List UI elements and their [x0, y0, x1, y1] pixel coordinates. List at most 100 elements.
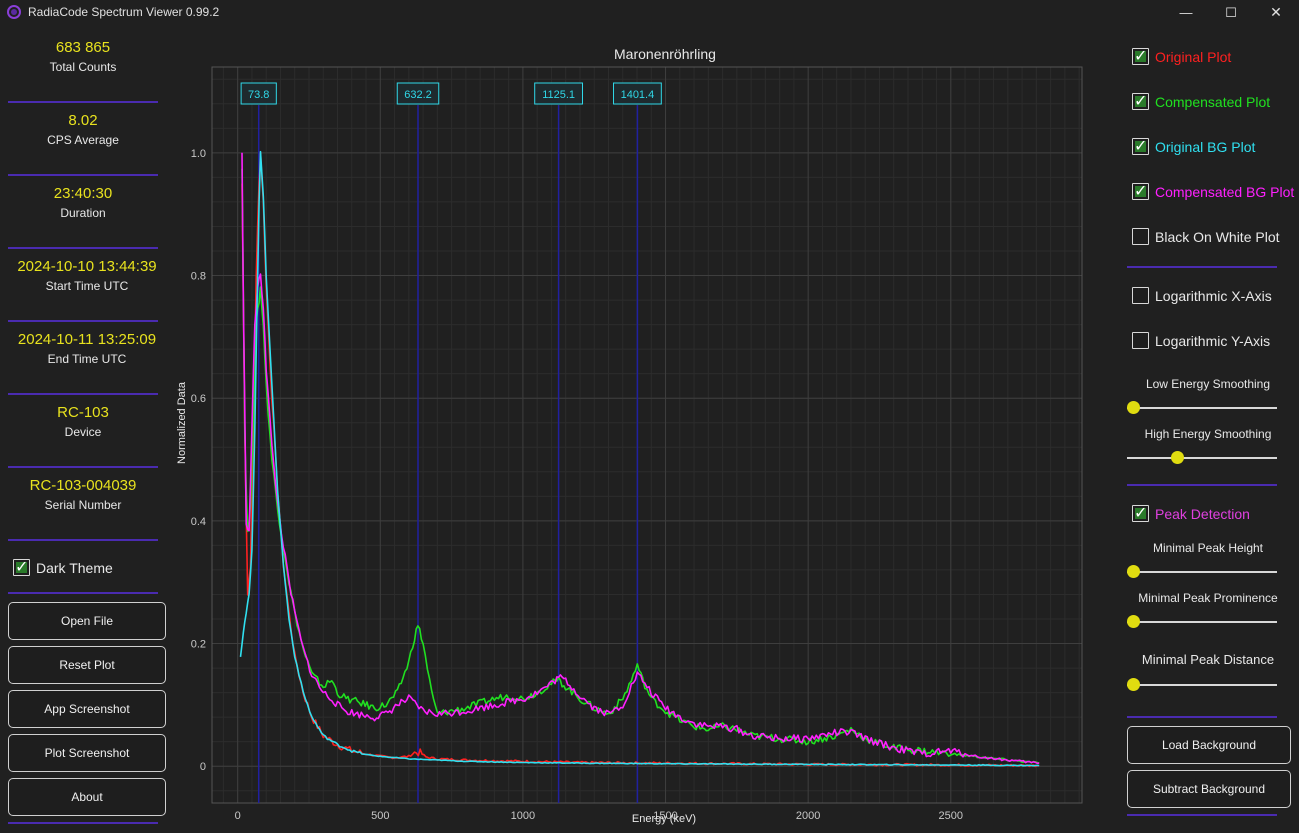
log-x-axis-label: Logarithmic X-Axis: [1155, 288, 1272, 304]
dark-theme-checkbox[interactable]: [13, 557, 30, 577]
spectrum-chart[interactable]: Maronenröhrling 0 500 1000 1500 2000 2500 0 0.…: [175, 25, 1120, 833]
compensated-bg-plot-checkbox[interactable]: [1132, 181, 1149, 201]
black-on-white-checkbox[interactable]: [1132, 228, 1149, 245]
spectrum-plot[interactable]: Maronenröhrling 0 500 1000 1500 2000 2500 0 0.…: [175, 25, 1120, 833]
stat-total-counts: 683 865 Total Counts: [8, 39, 158, 74]
original-plot-label: Original Plot: [1155, 49, 1232, 65]
min-peak-height-slider[interactable]: [1127, 565, 1277, 578]
slider-handle[interactable]: [1127, 678, 1140, 691]
chart-title: Maronenröhrling: [614, 46, 716, 62]
x-tick-label: 1000: [511, 810, 535, 822]
peak-label: 632.2: [404, 89, 432, 101]
min-peak-distance-slider[interactable]: [1127, 678, 1277, 691]
slider-handle[interactable]: [1127, 401, 1140, 414]
y-axis-ticks: 0 0.2 0.4 0.6 0.8 1.0: [191, 148, 206, 773]
x-tick-label: 2000: [796, 810, 820, 822]
slider-handle[interactable]: [1170, 451, 1184, 464]
stat-start-time: 2024-10-10 13:44:39 Start Time UTC: [4, 258, 170, 293]
separator: [8, 320, 158, 322]
stat-value: RC-103-004039: [29, 477, 137, 494]
reset-plot-button[interactable]: Reset Plot: [8, 646, 166, 684]
x-axis-title: Energy (keV): [632, 813, 696, 825]
log-y-axis-checkbox[interactable]: [1132, 332, 1149, 349]
stat-value: 23:40:30: [53, 185, 113, 202]
window-title: RadiaCode Spectrum Viewer 0.99.2: [28, 5, 220, 19]
stat-device: RC-103 Device: [8, 404, 158, 439]
stat-label: Duration: [60, 206, 106, 220]
plot-frame: [211, 66, 1083, 804]
x-tick-label: 0: [235, 810, 241, 822]
series-line: [241, 168, 1040, 764]
min-peak-prominence-label: Minimal Peak Prominence: [1138, 591, 1278, 605]
slider-handle[interactable]: [1127, 615, 1140, 628]
peak-label: 1125.1: [542, 89, 575, 101]
separator: [8, 101, 158, 103]
x-tick-label: 2500: [939, 810, 963, 822]
y-tick-label: 1.0: [191, 148, 206, 160]
compensated-bg-plot-label: Compensated BG Plot: [1155, 184, 1295, 200]
separator: [1127, 814, 1277, 816]
y-tick-label: 0.4: [191, 516, 206, 528]
stat-label: Device: [64, 425, 102, 439]
stat-label: Total Counts: [49, 60, 117, 74]
subtract-background-button[interactable]: Subtract Background: [1127, 770, 1291, 808]
original-bg-plot-label: Original BG Plot: [1155, 139, 1256, 155]
radiacode-logo-icon: [7, 5, 21, 19]
minor-grid: [212, 67, 1082, 803]
peak-label: 73.8: [248, 89, 269, 101]
plot-screenshot-button[interactable]: Plot Screenshot: [8, 734, 166, 772]
compensated-plot-label: Compensated Plot: [1155, 94, 1271, 110]
y-tick-label: 0: [200, 761, 206, 773]
separator: [8, 247, 158, 249]
series-line: [239, 150, 1040, 767]
close-button[interactable]: ✕: [1270, 4, 1282, 20]
minimize-button[interactable]: —: [1179, 5, 1193, 20]
low-energy-smoothing-label: Low Energy Smoothing: [1145, 377, 1271, 391]
separator: [8, 822, 158, 824]
peak-label-box: [534, 82, 584, 105]
peak-label-box: [396, 82, 440, 105]
black-on-white-label: Black On White Plot: [1155, 229, 1280, 245]
settings-panel: Original Plot Compensated Plot Original …: [1120, 25, 1299, 833]
separator: [8, 174, 158, 176]
separator: [8, 393, 158, 395]
stat-duration: 23:40:30 Duration: [8, 185, 158, 220]
major-grid: [212, 67, 1082, 803]
x-tick-label: 500: [371, 810, 389, 822]
stat-end-time: 2024-10-11 13:25:09 End Time UTC: [4, 331, 170, 366]
stat-value: 8.02: [68, 112, 98, 129]
high-energy-smoothing-slider[interactable]: [1127, 451, 1277, 464]
load-background-button[interactable]: Load Background: [1127, 726, 1291, 764]
y-tick-label: 0.2: [191, 639, 206, 651]
high-energy-smoothing-label: High Energy Smoothing: [1144, 427, 1272, 441]
maximize-button[interactable]: ☐: [1225, 5, 1237, 20]
app-screenshot-button[interactable]: App Screenshot: [8, 690, 166, 728]
about-button[interactable]: About: [8, 778, 166, 816]
original-plot-checkbox[interactable]: [1132, 46, 1149, 66]
min-peak-prominence-slider[interactable]: [1127, 615, 1277, 628]
open-file-button[interactable]: Open File: [8, 602, 166, 640]
log-x-axis-checkbox[interactable]: [1132, 287, 1149, 304]
separator: [8, 466, 158, 468]
peak-label: 1401.4: [621, 89, 655, 101]
separator: [8, 539, 158, 541]
stat-cps-average: 8.02 CPS Average: [8, 112, 158, 147]
stat-value: 683 865: [55, 39, 111, 56]
compensated-plot-checkbox[interactable]: [1132, 91, 1149, 111]
peak-labels: 73.8 632.2 1125.1 1401.4: [240, 82, 662, 105]
y-tick-label: 0.6: [191, 393, 206, 405]
peak-label-box: [613, 82, 662, 105]
original-bg-plot-checkbox[interactable]: [1132, 136, 1149, 156]
y-axis-title: Normalized Data: [176, 381, 188, 464]
dark-theme-label: Dark Theme: [36, 560, 113, 576]
slider-handle[interactable]: [1127, 565, 1140, 578]
separator: [1127, 266, 1277, 268]
stat-label: End Time UTC: [47, 352, 127, 366]
y-tick-label: 0.8: [191, 271, 206, 283]
peak-detection-checkbox[interactable]: [1132, 503, 1149, 523]
low-energy-smoothing-slider[interactable]: [1127, 401, 1277, 414]
log-y-axis-label: Logarithmic Y-Axis: [1155, 333, 1271, 349]
x-axis-ticks: 0 500 1000 1500 2000 2500: [235, 810, 963, 822]
series-layer: [239, 150, 1040, 768]
